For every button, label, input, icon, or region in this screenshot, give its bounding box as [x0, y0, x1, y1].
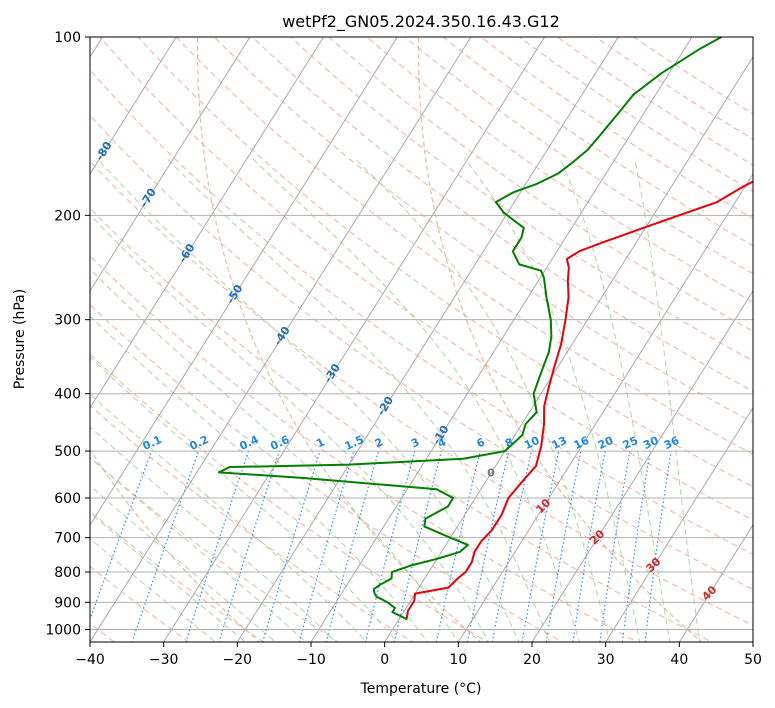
dry-adiabat-line	[90, 255, 639, 642]
moist-adiabat-line	[354, 157, 611, 642]
dry-adiabat-line	[251, 37, 753, 392]
mixing-ratio-label: 10	[522, 434, 542, 452]
dry-adiabats	[90, 37, 753, 642]
mixing-ratio-label: 16	[572, 434, 592, 452]
dry-adiabat-line	[90, 353, 489, 642]
zero-label: 0	[487, 466, 495, 479]
moist-adiabat-line	[90, 356, 398, 642]
isotherm-line	[236, 37, 619, 642]
height-contour-line	[417, 37, 703, 642]
isotherm-line	[678, 524, 753, 642]
isotherm-line	[163, 37, 546, 642]
y-tick-label: 300	[54, 313, 81, 329]
isotherm-line	[310, 37, 693, 642]
temperature-profile-line	[405, 180, 753, 620]
y-tick-label: 200	[54, 208, 81, 224]
moist-adiabat-line	[96, 157, 520, 642]
dry-adiabat-line	[175, 37, 753, 455]
isotherm-line	[457, 173, 753, 642]
chart-title: wetPf2_GN05.2024.350.16.43.G12	[282, 12, 560, 32]
y-tick-label: 900	[54, 595, 81, 611]
y-axis-label: Pressure (hPa)	[12, 289, 28, 389]
y-tick-label: 400	[54, 387, 81, 403]
moist-adiabat-line	[90, 456, 307, 642]
moist-adiabat-line	[90, 485, 277, 642]
isotherm-line	[90, 37, 398, 526]
x-tick-label: −40	[75, 652, 105, 668]
y-tick-label: 700	[54, 531, 81, 547]
x-tick-label: −10	[296, 652, 326, 668]
y-tick-label: 500	[54, 444, 81, 460]
moist-adiabat-line	[251, 157, 581, 642]
dewpoint-profile-line	[217, 37, 723, 620]
y-tick-label: 1000	[45, 622, 81, 638]
isotherm-line	[531, 290, 753, 642]
dry-adiabat-line	[137, 37, 753, 488]
dry-adiabat-line	[90, 510, 265, 642]
x-tick-label: 30	[597, 652, 615, 668]
mixing-ratio-label: 25	[621, 434, 640, 452]
x-tick-label: 10	[449, 652, 467, 668]
height-contour-line	[196, 37, 482, 642]
moist-adiabat-line	[559, 157, 671, 642]
x-tick-label: 40	[670, 652, 688, 668]
x-tick-label: 20	[523, 652, 541, 668]
x-axis-ticks: −40 −30 −20 −10 0 10 20 30 40 50	[75, 642, 762, 668]
plot-frame	[89, 36, 754, 643]
moist-adiabat-line	[90, 268, 459, 642]
dry-adiabat-line	[90, 404, 414, 642]
mixing-ratio-label: 13	[550, 434, 569, 452]
isotherm-line	[605, 407, 753, 642]
isotherm-line	[90, 37, 325, 409]
isotherm-line	[90, 37, 251, 292]
y-axis-ticks: 100 200 300 400 500 600 700 800 900 1000	[45, 30, 90, 638]
dry-adiabat-line	[90, 303, 564, 642]
height-contour-line	[90, 448, 261, 642]
sounding-profiles	[217, 37, 753, 620]
moist-adiabat-line	[90, 537, 217, 642]
moist-adiabat-line	[90, 426, 337, 642]
x-tick-label: 50	[744, 652, 762, 668]
moist-adiabat-line	[634, 157, 701, 642]
moist-adiabat-line	[90, 315, 429, 642]
x-axis-label: Temperature (°C)	[360, 681, 482, 697]
isotherms	[90, 37, 753, 642]
dry-adiabat-line	[90, 565, 190, 642]
dry-adiabat-line	[366, 37, 753, 303]
dry-adiabat-line	[90, 160, 753, 627]
y-tick-label: 600	[54, 491, 81, 507]
y-tick-label: 800	[54, 565, 81, 581]
height-contours	[90, 37, 703, 642]
dry-adiabat-line	[90, 207, 713, 642]
dry-adiabat-line	[289, 37, 753, 362]
isotherm-line	[384, 56, 753, 642]
x-tick-label: −20	[223, 652, 253, 668]
mixing-ratio-label: 36	[662, 434, 682, 452]
pressure-gridlines	[90, 37, 753, 630]
mixing-ratio-label: 20	[596, 434, 616, 452]
x-tick-label: 0	[380, 652, 389, 668]
moist-adiabat-line	[463, 157, 641, 642]
isotherm-line	[90, 37, 472, 642]
mixing-ratio-label: 30	[641, 434, 661, 452]
y-tick-label: 100	[54, 30, 81, 46]
isotherm-line	[90, 37, 177, 175]
dry-adiabat-line	[99, 37, 753, 521]
moist-adiabat-line	[165, 157, 550, 642]
x-tick-label: −30	[149, 652, 179, 668]
moist-adiabat-line	[90, 393, 368, 642]
dry-adiabat-line	[90, 114, 753, 590]
moist-adiabat-line	[90, 512, 246, 642]
